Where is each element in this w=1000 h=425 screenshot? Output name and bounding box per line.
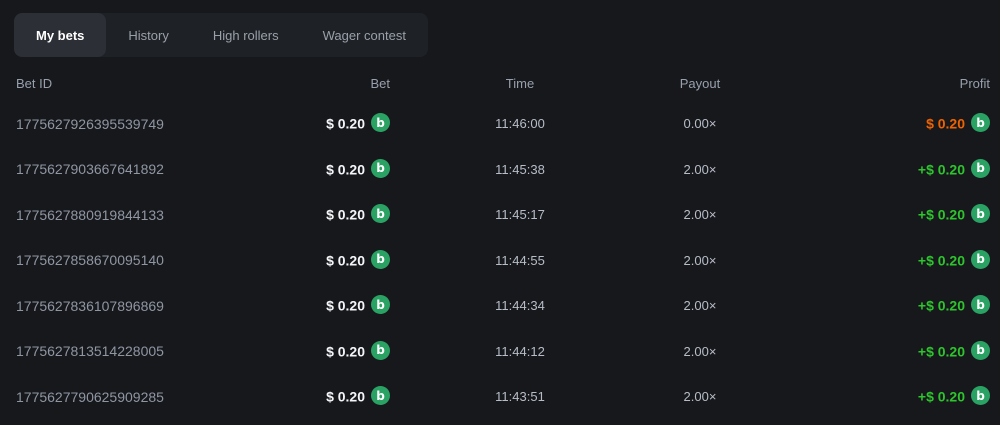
bet-id-cell: 1775627858670095140 [16, 252, 164, 269]
coin-icon: b [971, 249, 990, 269]
bet-amount: $ 0.20 [326, 161, 365, 178]
payout-cell: 2.00× [683, 252, 717, 268]
bet-id-cell: 1775627926395539749 [16, 115, 164, 132]
coin-icon: b [971, 204, 990, 224]
tab-high-rollers[interactable]: High rollers [191, 13, 301, 57]
payout-cell: 0.00× [683, 116, 717, 132]
bet-amount: $ 0.20 [326, 343, 365, 360]
bet-amount: $ 0.20 [326, 297, 365, 314]
tab-history[interactable]: History [106, 13, 190, 57]
coin-icon: b [371, 295, 390, 315]
coin-icon: b [971, 113, 990, 133]
time-cell: 11:44:34 [495, 298, 545, 314]
coin-icon: b [971, 295, 990, 315]
coin-icon: b [371, 204, 390, 224]
column-header-profit: Profit [959, 75, 990, 91]
coin-icon: b [371, 386, 390, 406]
bet-id-cell: 1775627903667641892 [16, 161, 164, 178]
bet-id-cell: 1775627813514228005 [16, 343, 164, 360]
column-header-bet: Bet [370, 75, 390, 91]
coin-icon: b [371, 113, 390, 133]
profit-amount: $ 0.20 [926, 115, 965, 132]
profit-amount: +$ 0.20 [917, 388, 965, 405]
coin-icon: b [371, 249, 390, 269]
table-row[interactable]: 1775627790625909285 $ 0.20 b 11:43:51 2.0… [0, 374, 1000, 420]
time-cell: 11:43:51 [495, 389, 545, 405]
tab-wager-contest[interactable]: Wager contest [301, 13, 428, 57]
bet-id-cell: 1775627836107896869 [16, 297, 164, 314]
profit-amount: +$ 0.20 [917, 206, 965, 223]
bet-amount: $ 0.20 [326, 252, 365, 269]
bet-amount: $ 0.20 [326, 206, 365, 223]
table-row[interactable]: 1775627903667641892 $ 0.20 b 11:45:38 2.0… [0, 147, 1000, 193]
table-row[interactable]: 1775627858670095140 $ 0.20 b 11:44:55 2.0… [0, 238, 1000, 284]
profit-amount: +$ 0.20 [917, 252, 965, 269]
bet-amount: $ 0.20 [326, 388, 365, 405]
profit-amount: +$ 0.20 [917, 343, 965, 360]
tab-label: History [128, 27, 169, 43]
profit-amount: +$ 0.20 [917, 297, 965, 314]
payout-cell: 2.00× [683, 207, 717, 223]
payout-cell: 2.00× [683, 161, 717, 177]
tab-label: Wager contest [322, 27, 406, 43]
payout-cell: 2.00× [683, 298, 717, 314]
payout-cell: 2.00× [683, 343, 717, 359]
coin-icon: b [971, 386, 990, 406]
tab-my-bets[interactable]: My bets [14, 13, 107, 57]
coin-icon: b [371, 340, 390, 360]
table-row[interactable]: 1775627836107896869 $ 0.20 b 11:44:34 2.0… [0, 283, 1000, 329]
column-header-bet-id: Bet ID [16, 75, 53, 91]
table-row[interactable]: 1775627926395539749 $ 0.20 b 11:46:00 0.0… [0, 101, 1000, 147]
bet-id-cell: 1775627790625909285 [16, 388, 164, 405]
column-header-payout: Payout [679, 75, 721, 91]
table-header-row: Bet ID Bet Time Payout Profit [0, 65, 1000, 101]
bet-amount: $ 0.20 [326, 115, 365, 132]
time-cell: 11:46:00 [495, 116, 545, 132]
coin-icon: b [971, 340, 990, 360]
tab-label: My bets [36, 27, 85, 43]
table-body: 1775627926395539749 $ 0.20 b 11:46:00 0.0… [0, 101, 1000, 420]
bets-table: Bet ID Bet Time Payout Profit 1775627926… [0, 65, 1000, 420]
tab-label: High rollers [212, 27, 279, 43]
time-cell: 11:45:17 [495, 207, 545, 223]
coin-icon: b [371, 158, 390, 178]
time-cell: 11:44:12 [495, 343, 545, 359]
bet-id-cell: 1775627880919844133 [16, 206, 164, 223]
table-row[interactable]: 1775627813514228005 $ 0.20 b 11:44:12 2.0… [0, 329, 1000, 375]
payout-cell: 2.00× [683, 389, 717, 405]
bets-tab-bar: My bets History High rollers Wager conte… [14, 13, 428, 57]
table-row[interactable]: 1775627880919844133 $ 0.20 b 11:45:17 2.0… [0, 192, 1000, 238]
time-cell: 11:45:38 [495, 161, 545, 177]
profit-amount: +$ 0.20 [917, 161, 965, 178]
time-cell: 11:44:55 [495, 252, 545, 268]
column-header-time: Time [505, 75, 535, 91]
coin-icon: b [971, 158, 990, 178]
